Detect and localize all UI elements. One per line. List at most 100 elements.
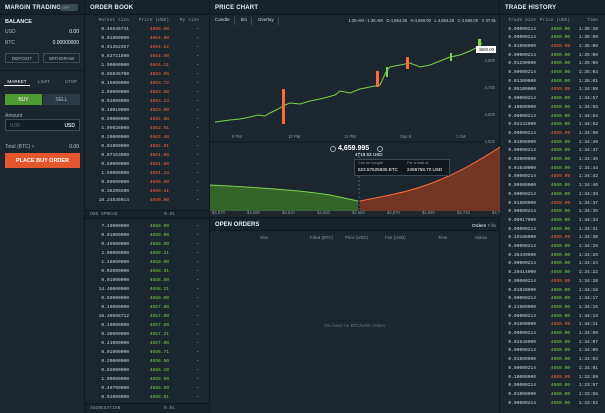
order-size: 0.20000000 <box>101 358 129 364</box>
deposit-button[interactable]: DEPOSIT <box>5 53 39 63</box>
my-size: - <box>196 152 199 158</box>
order-size: 0.49700000 <box>101 385 129 391</box>
total-label: Total (BTC) ≈ <box>5 144 35 150</box>
my-size: - <box>196 170 199 176</box>
trade-price: 4659.99 <box>550 322 570 328</box>
trade-size: 0.02132000 <box>508 122 536 128</box>
my-size: - <box>196 304 199 310</box>
price-tick-label: 4,800 <box>484 58 495 63</box>
charts <box>210 39 500 211</box>
trade-row: 0.00000214 4659.99 1:34:20 <box>500 277 605 285</box>
place-order-button[interactable]: PLACE BUY ORDER <box>5 153 80 168</box>
trade-price: 4660.00 <box>550 157 570 162</box>
depth-tick-label: $4,670 <box>387 210 400 215</box>
order-price: 4664.11 <box>149 62 169 68</box>
bid-row: 0.03000000 4658.91 - <box>85 267 209 275</box>
order-size: 0.03000000 <box>101 268 129 274</box>
zoom-out[interactable] <box>330 146 336 152</box>
trade-time: 1:34:40 <box>578 183 598 189</box>
order-price: 4662.51 <box>149 125 169 131</box>
trade-time: 1:34:11 <box>578 322 598 328</box>
order-type-tab[interactable]: LIMIT <box>38 78 50 84</box>
order-size: 0.38209200 <box>101 188 129 194</box>
chart-control[interactable]: Candle <box>215 17 235 25</box>
trade-price: 4660.00 <box>550 209 570 215</box>
order-size: 0.30000000 <box>101 331 129 337</box>
panel-title: OPEN ORDERS <box>215 222 260 228</box>
my-size: - <box>196 241 199 247</box>
ask-row: 0.15000000 4663.72 - <box>85 79 209 87</box>
trade-row: 0.00000214 4660.00 1:34:54 <box>500 112 605 120</box>
candle <box>450 53 452 61</box>
my-size: - <box>196 44 199 50</box>
order-price: 4661.85 <box>149 152 169 158</box>
trade-row: 0.20414000 4660.00 1:34:22 <box>500 269 605 277</box>
trade-time: 1:34:07 <box>578 339 598 345</box>
chart-control[interactable]: Overlay <box>258 17 279 25</box>
my-size: - <box>196 376 199 382</box>
price-tick-label: 4,500 <box>484 139 495 144</box>
ask-row: 0.63721800 4664.50 - <box>85 52 209 60</box>
depth-tooltip: Can be bought 523.57525635 BTC For a tot… <box>354 159 450 176</box>
order-type-tab[interactable]: MARKET <box>4 76 30 86</box>
trade-time: 1:34:03 <box>578 357 598 363</box>
trade-price: 4659.99 <box>550 43 570 49</box>
candles <box>214 39 483 124</box>
my-size: - <box>196 80 199 86</box>
trade-row: 0.01980000 4660.00 1:34:03 <box>500 356 605 364</box>
trade-price: 4660.00 <box>550 296 570 302</box>
order-size: 0.05035700 <box>101 71 129 77</box>
trade-size: 0.01290000 <box>508 61 536 67</box>
column-label: Filled (BTC) <box>310 235 333 240</box>
trade-row: 0.01800000 4659.99 1:34:37 <box>500 199 605 207</box>
trade-size: 0.36430000 <box>508 252 536 258</box>
my-size: - <box>196 107 199 113</box>
column-label: Price (USD) <box>138 17 169 23</box>
spread-row: USD SPREAD 0.01 <box>85 210 209 219</box>
trade-price: 4660.00 <box>550 165 570 171</box>
trade-time: 1:34:35 <box>578 209 598 215</box>
trade-time: 1:34:30 <box>578 235 598 241</box>
candle <box>386 67 388 77</box>
trade-size: 0.21900000 <box>508 304 536 310</box>
trade-history: TRADE HISTORY Trade Size Price (USD) Time … <box>500 0 605 413</box>
withdraw-button[interactable]: WITHDRAW <box>43 53 80 63</box>
panel-header: PRICE CHART <box>210 0 499 15</box>
amount-input[interactable]: 0.00 USD <box>5 119 80 131</box>
ask-row: 1.00000000 4664.11 - <box>85 61 209 69</box>
chart-control[interactable]: 5m <box>241 17 252 25</box>
balance-amount: 0.00 <box>69 29 79 35</box>
order-size: 14.40000000 <box>98 286 129 292</box>
order-size: 0.10000000 <box>101 322 129 328</box>
order-size: 1.00000000 <box>101 62 129 68</box>
trade-time: 1:34:44 <box>578 165 598 171</box>
total-value: 0.00 <box>69 144 79 150</box>
trade-row: 0.01300000 4660.00 1:35:01 <box>500 77 605 85</box>
ask-depth <box>360 147 500 211</box>
fills-tab[interactable]: Fills <box>488 223 497 228</box>
my-size: - <box>196 250 199 256</box>
my-size: - <box>196 26 199 32</box>
time-tick-label: 1 AM <box>456 134 466 139</box>
depth-tick-label: $4,590 <box>247 210 260 215</box>
column-header: Trade Size Price (USD) Time <box>500 16 605 24</box>
column-label: Status <box>475 235 488 240</box>
ask-row: 1.99028000 4662.51 - <box>85 124 209 132</box>
zoom-in[interactable] <box>377 146 383 152</box>
side-button[interactable]: SELL <box>43 94 80 105</box>
order-price: 4658.91 <box>149 268 169 274</box>
trade-time: 1:34:17 <box>578 296 598 302</box>
my-size: - <box>196 385 199 391</box>
order-price: 4662.01 <box>149 143 169 149</box>
side-button[interactable]: BUY <box>5 94 42 105</box>
trade-time: 1:34:50 <box>578 130 598 136</box>
order-type-tab[interactable]: STOP <box>64 78 78 84</box>
margin-toggle[interactable]: OFF <box>60 4 78 11</box>
trade-row: 0.00000214 4660.00 1:34:28 <box>500 243 605 251</box>
order-price: 4659.99 <box>149 223 169 229</box>
order-price: 4664.62 <box>149 44 169 50</box>
trade-row: 0.00000214 4660.00 1:33:52 <box>500 399 605 407</box>
order-price: 4657.50 <box>149 322 169 328</box>
orders-tab[interactable]: Orders <box>472 223 487 228</box>
